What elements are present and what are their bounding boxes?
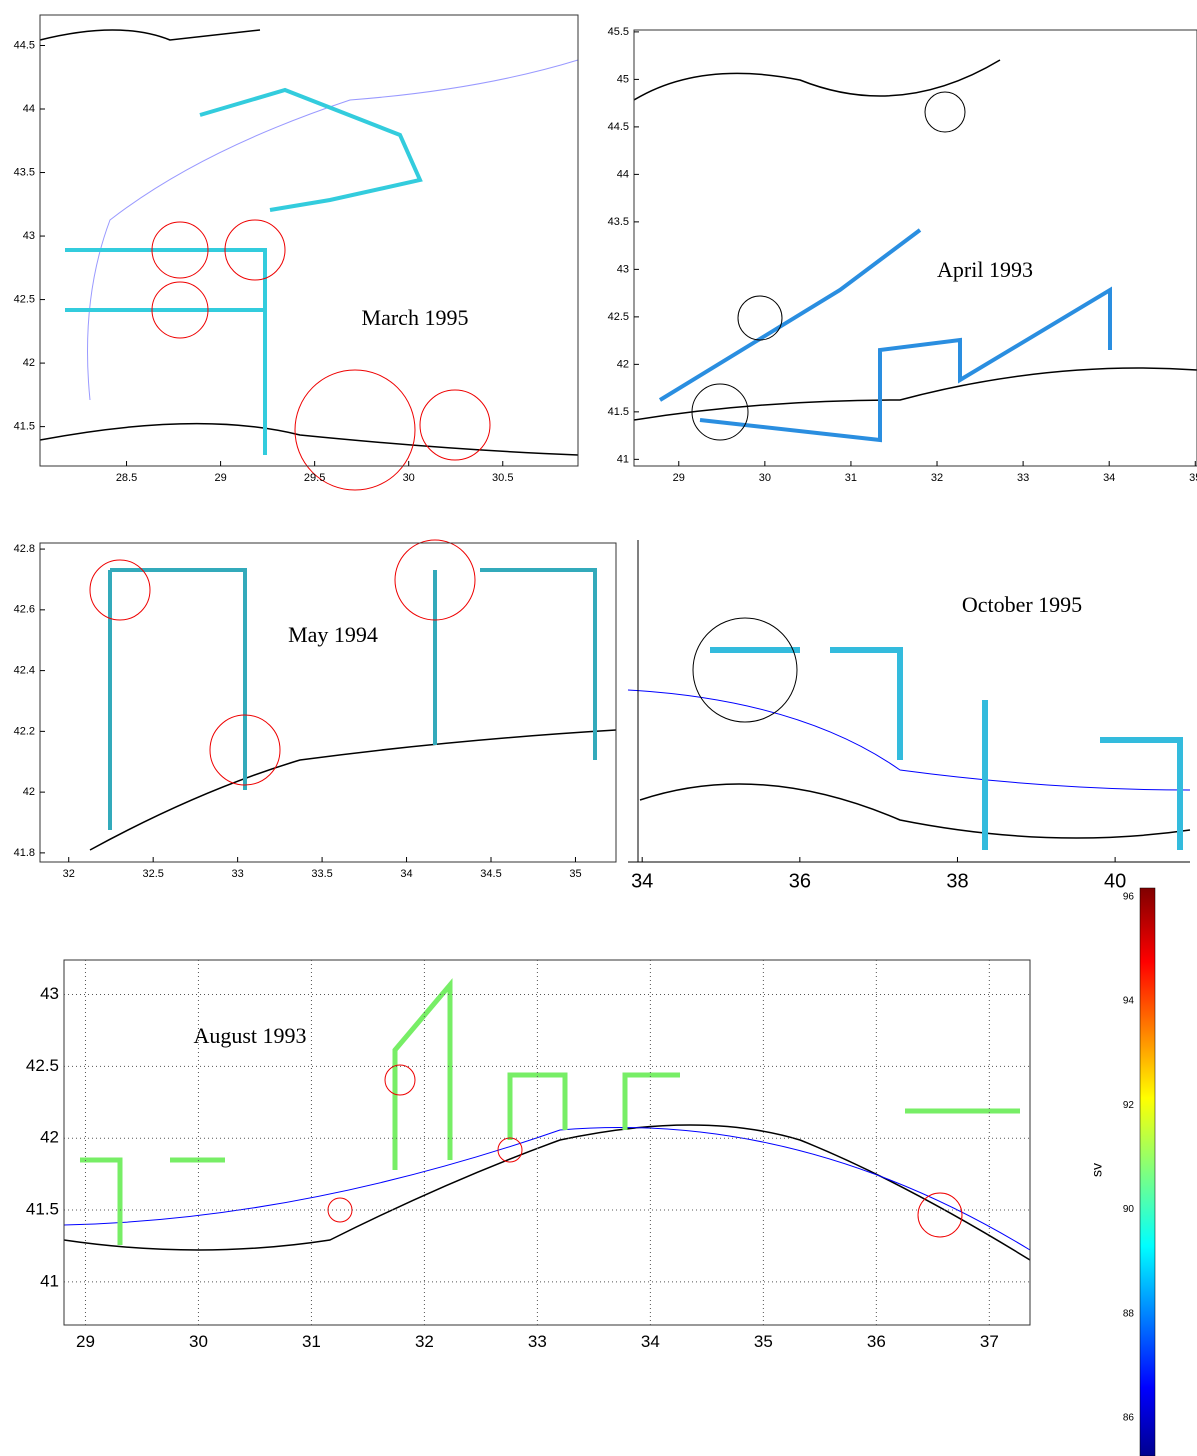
y-tick-label: 43.5: [608, 216, 629, 228]
map-panel: 29 30 31 32 33 34 35 41 41.5 42 42.5 43 43.5 44 44.5 45…: [608, 26, 1197, 484]
x-tick-label: 29: [214, 472, 226, 484]
map-panel: 29 30 31 32 33 34 35 36 37 41 41.5 42 42.5 43 August 1…: [26, 959, 1031, 1351]
x-tick-label: 30: [759, 472, 771, 484]
y-tick-label: 45.5: [608, 26, 629, 38]
y-tick-label: 42.4: [14, 665, 35, 677]
y-tick-label: 42: [617, 358, 629, 370]
y-tick-label: 41.5: [26, 1200, 59, 1219]
y-tick-label: 42: [40, 1128, 59, 1147]
panel-label: May 1994: [288, 622, 378, 647]
plot-frame: [39, 542, 617, 863]
x-tick-label: 34.5: [480, 868, 501, 880]
x-tick-label: 32: [931, 472, 943, 484]
y-tick-label: 41: [40, 1271, 59, 1290]
colorbar-tick-label: 96: [1123, 891, 1135, 902]
map-panel: 28.5 29 29.5 30 30.5 41.5 42 42.5 43 43.5 44 44.5 Ma…: [14, 14, 579, 484]
y-tick-label: 42.5: [14, 293, 35, 305]
x-tick-label: 29: [76, 1332, 95, 1351]
y-tick-label: 43: [617, 263, 629, 275]
x-tick-label: 32.5: [142, 868, 163, 880]
y-tick-label: 42.2: [14, 725, 35, 737]
map-panel: 32 32.5 33 33.5 34 34.5 35 41.8 42 42.2 42.4 42.6 42…: [14, 542, 617, 880]
y-tick-label: 44: [23, 103, 35, 115]
x-tick-label: 33: [1017, 472, 1029, 484]
x-tick-label: 36: [867, 1332, 886, 1351]
x-tick-label: 28.5: [116, 472, 137, 484]
x-tick-label: 30: [403, 472, 415, 484]
y-tick-label: 43: [40, 984, 59, 1003]
y-tick-label: 42.5: [608, 311, 629, 323]
x-tick-label: 31: [302, 1332, 321, 1351]
y-tick-label: 43: [23, 230, 35, 242]
y-tick-label: 41.5: [608, 406, 629, 418]
x-tick-label: 30.5: [492, 472, 513, 484]
colorbar-tick-label: 90: [1123, 1204, 1135, 1215]
x-tick-label: 38: [946, 870, 968, 892]
x-tick-label: 35: [569, 868, 581, 880]
colorbar: [1139, 887, 1156, 1456]
panels: 28.5 29 29.5 30 30.5 41.5 42 42.5 43 43.5 44 44.5 Ma…: [14, 14, 1197, 1424]
panel-label: October 1995: [962, 592, 1082, 617]
x-tick-label: 34: [400, 868, 412, 880]
y-tick-label: 45: [617, 73, 629, 85]
y-tick-label: 44.5: [608, 121, 629, 133]
y-tick-label: 41.8: [14, 847, 35, 859]
y-tick-label: 42: [23, 786, 35, 798]
x-tick-label: 32: [63, 868, 75, 880]
x-tick-label: 34: [641, 1332, 660, 1351]
x-tick-label: 32: [415, 1332, 434, 1351]
y-tick-label: 41: [617, 453, 629, 465]
x-tick-label: 33: [232, 868, 244, 880]
y-tick-label: 44: [617, 168, 629, 180]
x-tick-label: 30: [189, 1332, 208, 1351]
map-panel: 34 36 38 40 October 1995: [628, 540, 1190, 892]
x-tick-label: 36: [789, 870, 811, 892]
plot-frame: [63, 959, 1031, 1326]
plot-frame: [628, 540, 1190, 862]
decoration: [39, 29, 1197, 1261]
y-tick-label: 44.5: [14, 39, 35, 51]
x-tick-label: 35: [1189, 472, 1197, 484]
panel-label: March 1995: [362, 305, 469, 330]
y-tick-label: 42.8: [14, 543, 35, 555]
y-tick-label: 41.5: [14, 421, 35, 433]
x-tick-label: 29.5: [304, 472, 325, 484]
plot-frame: [39, 14, 579, 467]
colorbar-label: sv: [1089, 1163, 1105, 1177]
x-tick-label: 34: [631, 870, 653, 892]
x-tick-label: 40: [1104, 870, 1126, 892]
x-tick-label: 34: [1103, 472, 1115, 484]
colorbar-tick-label: 92: [1123, 1100, 1135, 1111]
plot-frame: [633, 29, 1197, 467]
x-tick-label: 31: [845, 472, 857, 484]
x-tick-label: 33: [528, 1332, 547, 1351]
colorbar-tick-label: 88: [1123, 1308, 1135, 1319]
y-tick-label: 42.5: [26, 1056, 59, 1075]
colorbar-tick-label: 86: [1123, 1413, 1135, 1424]
y-tick-label: 42: [23, 357, 35, 369]
x-tick-label: 29: [673, 472, 685, 484]
x-tick-label: 33.5: [311, 868, 332, 880]
x-tick-label: 35: [754, 1332, 773, 1351]
colorbar-tick-label: 94: [1123, 996, 1135, 1007]
panel-label: August 1993: [193, 1023, 306, 1048]
y-tick-label: 42.6: [14, 604, 35, 616]
x-tick-label: 37: [980, 1332, 999, 1351]
y-tick-label: 43.5: [14, 166, 35, 178]
panel-label: April 1993: [937, 257, 1033, 282]
